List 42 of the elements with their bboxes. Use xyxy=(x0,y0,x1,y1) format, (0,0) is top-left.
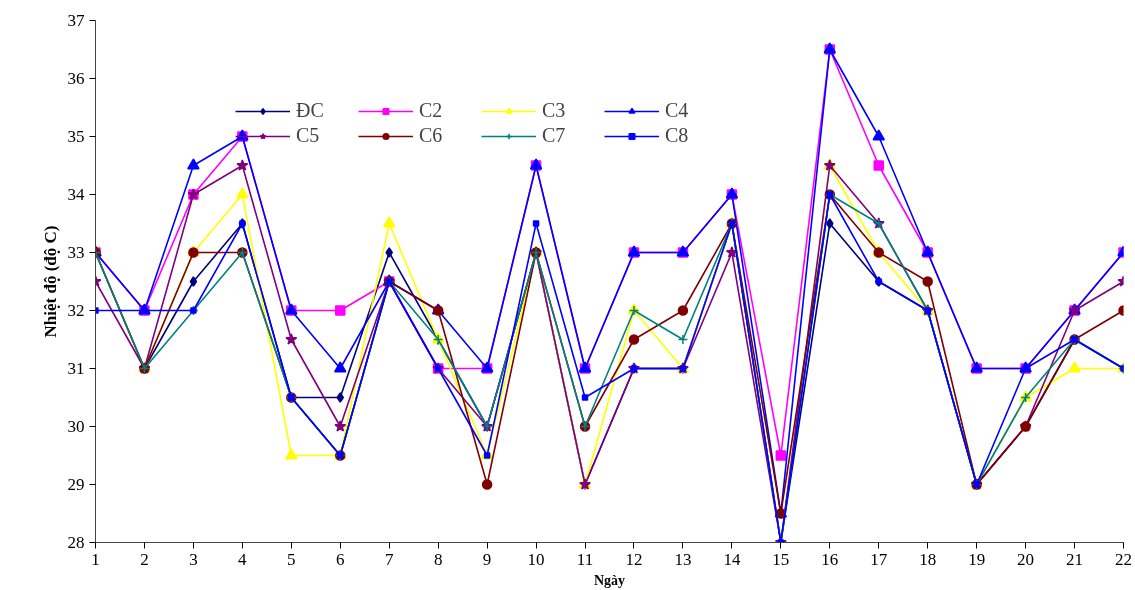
y-tick-label: 30 xyxy=(67,417,85,436)
x-tick-label: 16 xyxy=(821,549,839,569)
x-tick-label: 15 xyxy=(772,549,790,569)
x-tick-label: 2 xyxy=(140,549,149,569)
x-tick-label: 17 xyxy=(870,549,888,569)
x-tick-label: 19 xyxy=(968,549,986,569)
x-tick-label: 3 xyxy=(189,549,198,569)
x-tick-label: 13 xyxy=(674,549,692,569)
y-axis-title: Nhiệt độ (độ C) xyxy=(40,225,60,338)
x-tick-label: 5 xyxy=(287,549,296,569)
x-tick-label: 12 xyxy=(625,549,643,569)
x-axis-title: Ngày xyxy=(593,572,626,588)
x-tick-label: 7 xyxy=(384,549,394,569)
x-tick-label: 6 xyxy=(336,549,345,569)
x-tick-label: 20 xyxy=(1017,549,1035,569)
legend-label: C4 xyxy=(665,99,690,122)
y-tick-label: 36 xyxy=(67,69,85,88)
x-tick-label: 4 xyxy=(238,549,248,569)
legend-label: C3 xyxy=(542,99,567,122)
legend-label: C7 xyxy=(542,124,567,147)
legend-label: C6 xyxy=(419,124,444,147)
x-tick-label: 11 xyxy=(576,549,594,569)
y-tick-label: 33 xyxy=(67,243,85,262)
x-tick-label: 21 xyxy=(1066,549,1084,569)
x-tick-label: 8 xyxy=(433,549,443,569)
x-tick-label: 14 xyxy=(723,549,741,569)
x-tick-label: 1 xyxy=(91,549,100,569)
y-tick-label: 34 xyxy=(67,185,85,204)
y-tick-label: 37 xyxy=(67,11,85,30)
y-tick-label: 32 xyxy=(67,301,85,320)
x-tick-label: 22 xyxy=(1115,549,1132,569)
y-tick-label: 35 xyxy=(67,127,85,146)
y-tick-label: 29 xyxy=(67,475,85,494)
x-tick-label: 10 xyxy=(527,549,545,569)
legend-label: C8 xyxy=(665,124,690,147)
y-tick-label: 28 xyxy=(67,533,85,552)
x-tick-label: 9 xyxy=(482,549,492,569)
legend-label: ĐC xyxy=(296,99,325,122)
x-tick-label: 18 xyxy=(919,549,937,569)
legend-label: C2 xyxy=(419,99,444,122)
y-tick-label: 31 xyxy=(67,359,85,378)
legend-label: C5 xyxy=(296,124,321,147)
